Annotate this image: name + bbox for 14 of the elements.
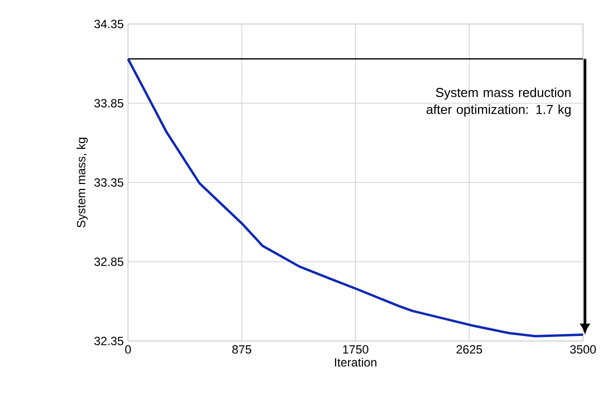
x-tick-label: 1750 <box>343 345 368 354</box>
x-tick-label: 2625 <box>456 345 482 354</box>
y-axis-title: System mass, kg <box>76 138 88 228</box>
y-tick-label: 34.35 <box>94 20 124 28</box>
x-axis-title: Iteration <box>335 358 376 367</box>
x-tick-label: 3500 <box>570 345 596 354</box>
y-tick-label: 33.85 <box>94 99 124 108</box>
annotation: System mass reduction after optimization: 1.7 kg <box>426 88 571 117</box>
y-tick-label: 33.35 <box>94 178 124 187</box>
y-tick-label: 32.85 <box>94 258 124 266</box>
x-tick-label: 0 <box>125 345 131 354</box>
x-tick-label: 875 <box>232 345 252 354</box>
line-series <box>126 58 584 338</box>
y-tick-label: 32.35 <box>94 336 124 346</box>
